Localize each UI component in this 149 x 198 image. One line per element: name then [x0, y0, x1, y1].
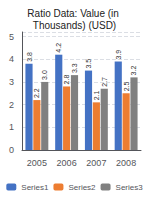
- svg-text:2005: 2005: [27, 158, 47, 168]
- svg-text:1: 1: [9, 122, 14, 132]
- svg-text:3: 3: [9, 77, 14, 87]
- svg-text:2007: 2007: [86, 158, 106, 168]
- svg-text:2008: 2008: [116, 158, 136, 168]
- svg-text:0: 0: [9, 145, 14, 155]
- svg-text:Ratio Data: Value (in: Ratio Data: Value (in: [27, 8, 121, 19]
- svg-text:2006: 2006: [57, 158, 77, 168]
- svg-text:3.2: 3.2: [130, 66, 137, 76]
- svg-text:2.8: 2.8: [63, 75, 70, 85]
- svg-text:3.8: 3.8: [26, 52, 33, 62]
- svg-text:3.0: 3.0: [41, 70, 48, 80]
- svg-text:2.7: 2.7: [101, 77, 108, 87]
- svg-text:Series1: Series1: [21, 183, 49, 192]
- svg-text:3.9: 3.9: [115, 50, 122, 60]
- svg-text:3.3: 3.3: [71, 63, 78, 73]
- svg-text:Series2: Series2: [68, 183, 96, 192]
- svg-text:5: 5: [9, 32, 14, 42]
- svg-text:2.2: 2.2: [33, 88, 40, 98]
- svg-text:2.5: 2.5: [123, 81, 130, 91]
- svg-text:Series3: Series3: [116, 183, 144, 192]
- svg-text:4: 4: [9, 54, 14, 64]
- svg-text:2.1: 2.1: [93, 91, 100, 101]
- svg-text:4.2: 4.2: [55, 43, 62, 53]
- svg-text:2: 2: [9, 100, 14, 110]
- svg-text:Thousands) (USD): Thousands) (USD): [33, 20, 116, 31]
- svg-text:3.5: 3.5: [85, 59, 92, 69]
